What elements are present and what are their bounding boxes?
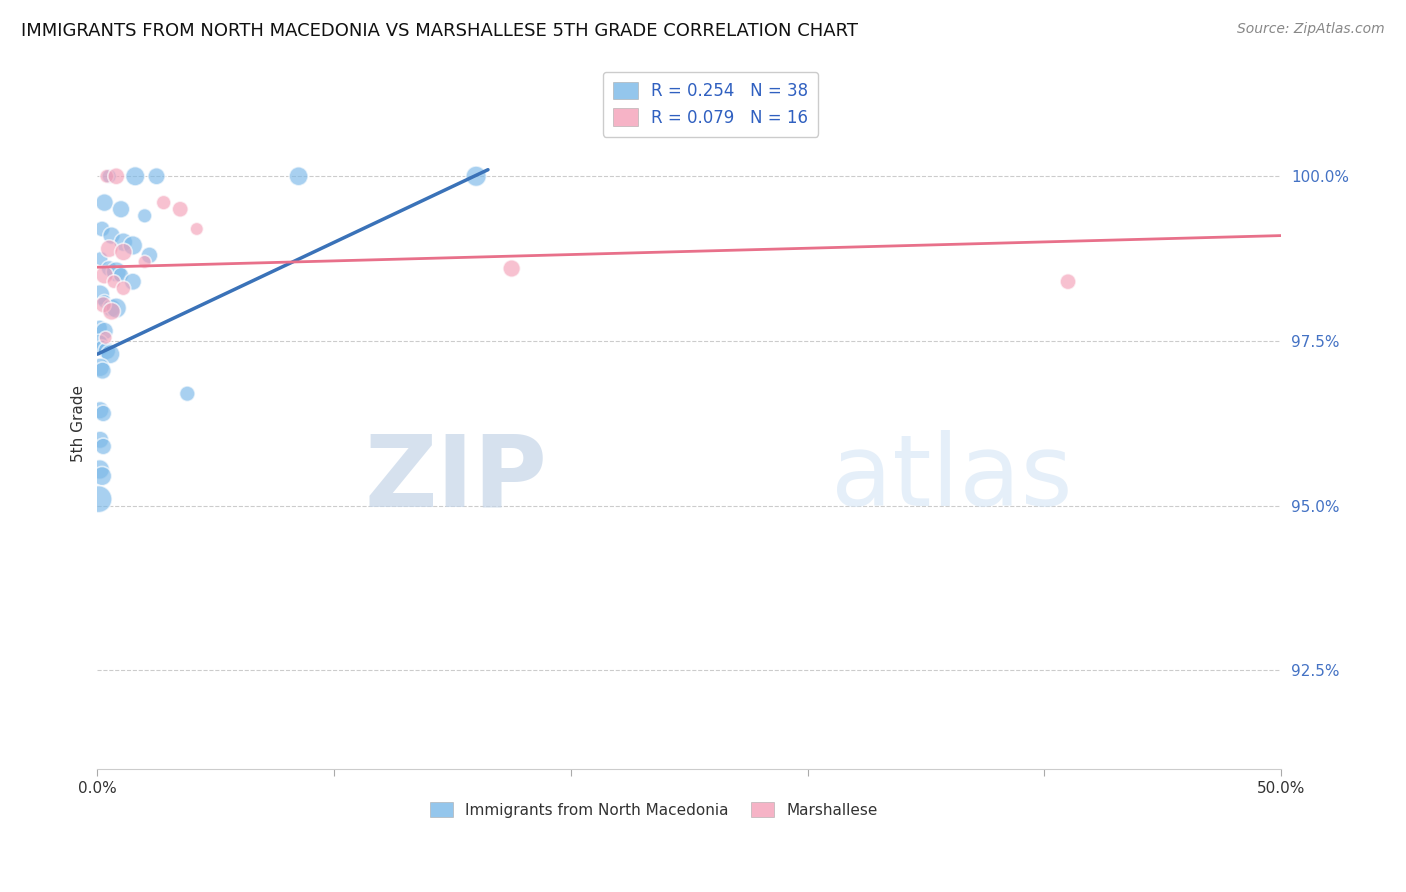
Point: [124, 169, 146, 184]
Text: ZIP: ZIP: [364, 430, 547, 527]
Point: [103, 275, 125, 289]
Point: [89, 403, 111, 417]
Text: IMMIGRANTS FROM NORTH MACEDONIA VS MARSHALLESE 5TH GRADE CORRELATION CHART: IMMIGRANTS FROM NORTH MACEDONIA VS MARSH…: [21, 22, 858, 40]
Point: [121, 238, 143, 252]
Point: [87, 337, 110, 351]
Point: [91, 407, 114, 421]
Point: [96, 169, 118, 184]
Point: [94, 331, 117, 345]
Point: [98, 261, 121, 276]
Point: [110, 202, 132, 217]
Point: [134, 255, 156, 269]
Y-axis label: 5th Grade: 5th Grade: [72, 384, 86, 462]
Point: [89, 321, 111, 335]
Point: [186, 222, 208, 236]
Point: [105, 265, 128, 279]
Point: [112, 281, 135, 295]
Point: [98, 169, 121, 184]
Point: [91, 469, 114, 483]
Point: [91, 439, 114, 453]
Point: [96, 343, 118, 358]
Point: [91, 222, 114, 236]
Point: [152, 195, 174, 210]
Text: atlas: atlas: [831, 430, 1073, 527]
Text: Source: ZipAtlas.com: Source: ZipAtlas.com: [1237, 22, 1385, 37]
Point: [91, 298, 114, 312]
Point: [110, 268, 132, 282]
Point: [91, 364, 114, 378]
Point: [90, 252, 112, 266]
Point: [93, 294, 115, 309]
Point: [121, 275, 143, 289]
Point: [98, 242, 121, 256]
Point: [93, 324, 115, 338]
Point: [89, 360, 111, 375]
Point: [100, 228, 122, 243]
Point: [1057, 275, 1080, 289]
Point: [91, 341, 114, 355]
Point: [89, 433, 111, 447]
Legend: Immigrants from North Macedonia, Marshallese: Immigrants from North Macedonia, Marshal…: [423, 796, 884, 824]
Point: [112, 245, 135, 260]
Point: [105, 301, 128, 315]
Point: [112, 235, 135, 249]
Point: [89, 462, 111, 476]
Point: [100, 304, 122, 318]
Point: [93, 195, 115, 210]
Point: [89, 288, 111, 302]
Point: [134, 209, 156, 223]
Point: [100, 301, 122, 315]
Point: [145, 169, 167, 184]
Point: [176, 386, 198, 401]
Point: [287, 169, 309, 184]
Point: [100, 347, 122, 361]
Point: [105, 169, 128, 184]
Point: [93, 268, 115, 282]
Point: [465, 169, 488, 184]
Point: [87, 492, 110, 507]
Point: [169, 202, 191, 217]
Point: [138, 248, 160, 262]
Point: [501, 261, 523, 276]
